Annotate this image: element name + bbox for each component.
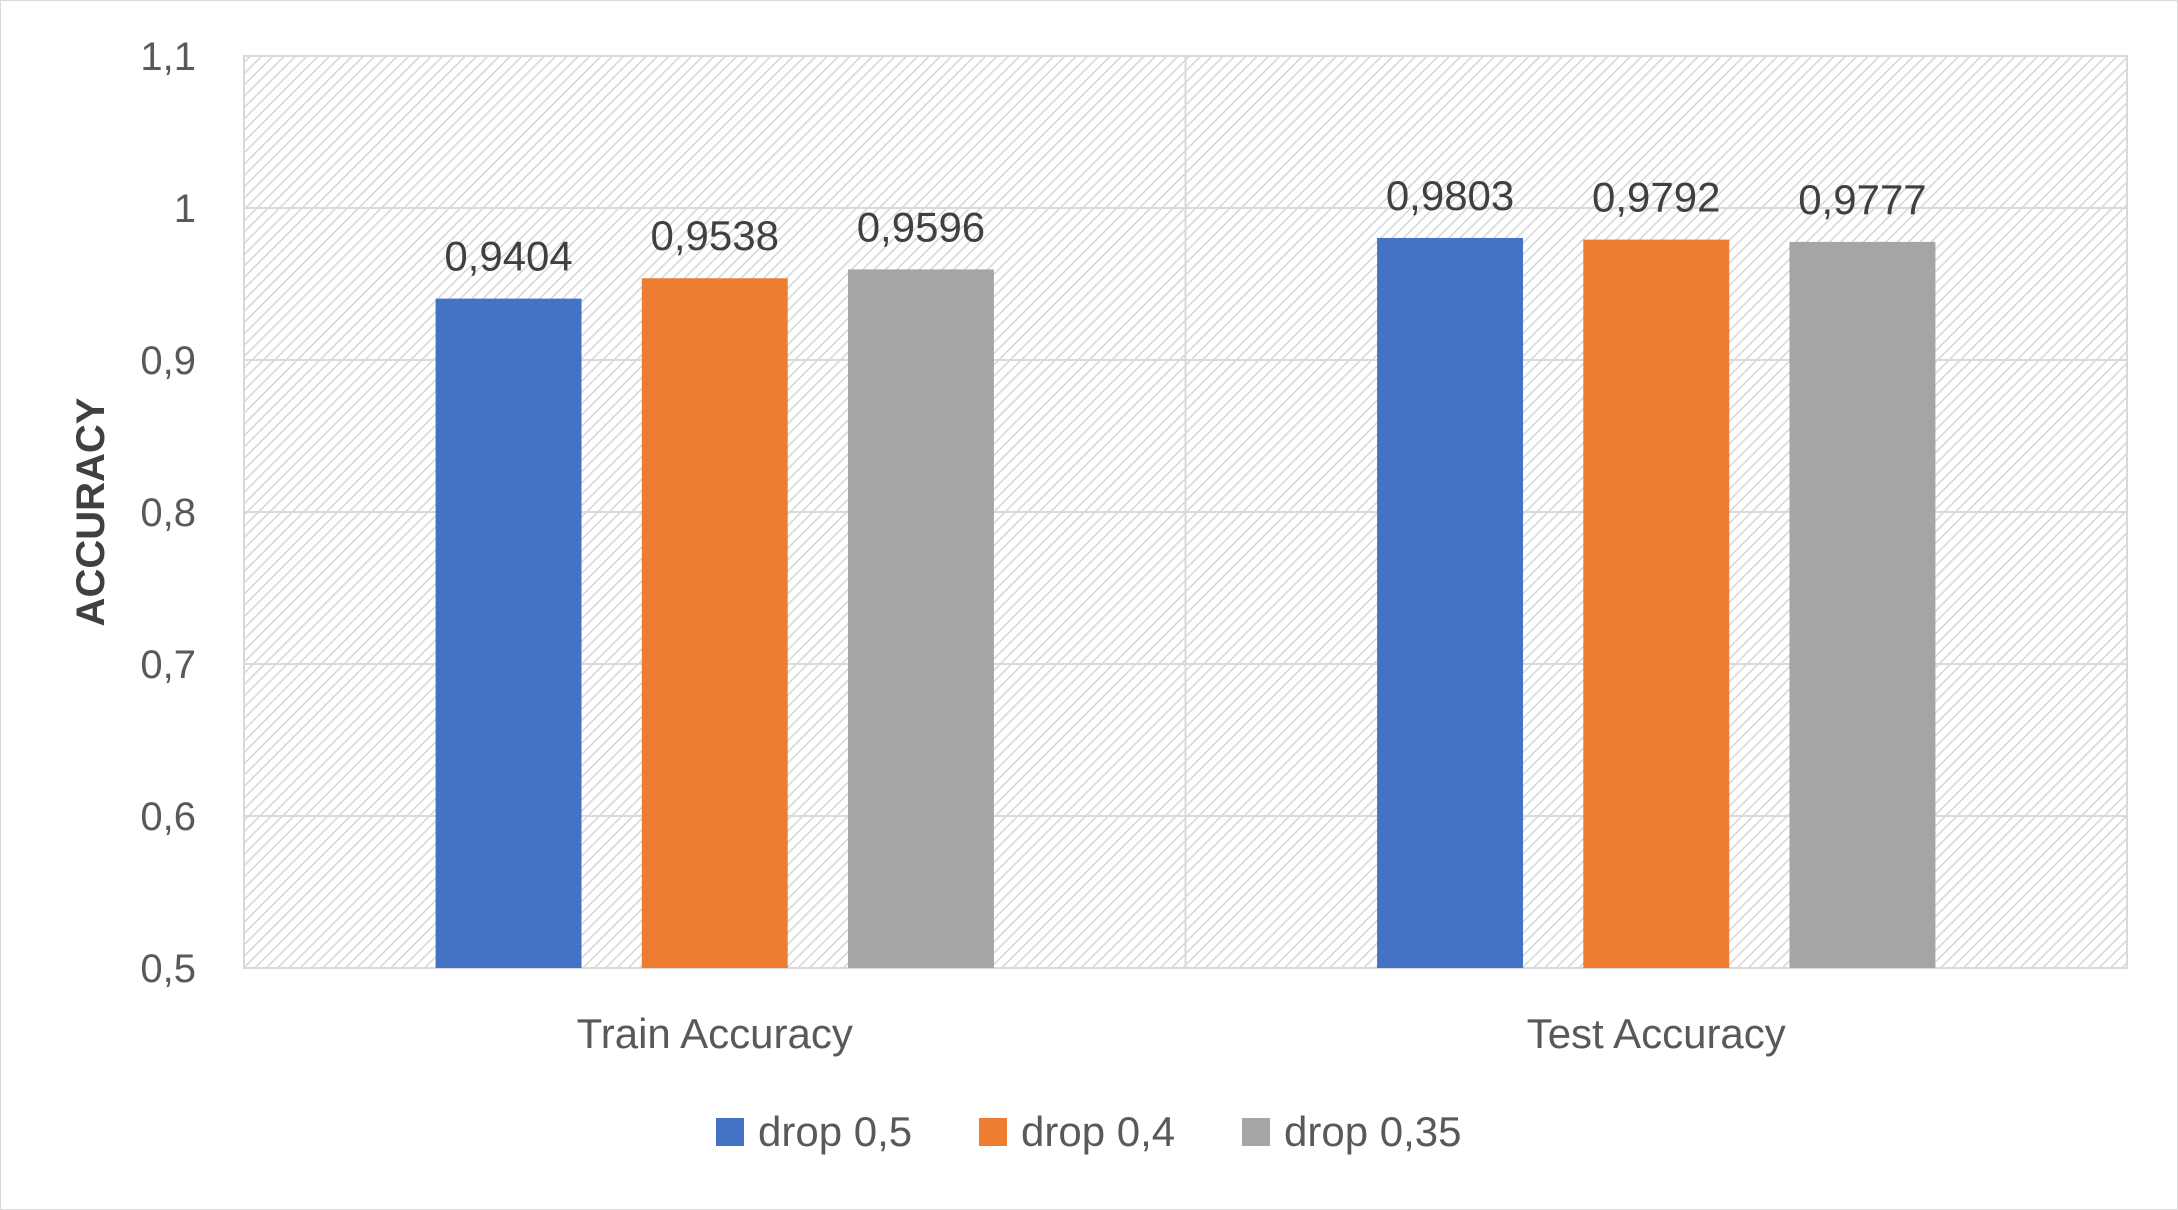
legend-label: drop 0,5: [758, 1108, 912, 1155]
data-label: 0,9792: [1592, 174, 1720, 221]
data-label: 0,9777: [1798, 176, 1926, 223]
data-labels: 0,9404 0,9538 0,9596 0,9803 0,9792 0,9777: [444, 172, 1926, 280]
y-tick-label: 0,9: [140, 339, 196, 383]
data-label: 0,9538: [651, 212, 779, 259]
bar: [1377, 237, 1524, 969]
bars: [435, 237, 1936, 969]
y-tick-label: 0,6: [140, 795, 196, 839]
x-category-label: Test Accuracy: [1527, 1010, 1786, 1057]
x-axis-categories: Train Accuracy Test Accuracy: [577, 1010, 1786, 1057]
x-category-label: Train Accuracy: [577, 1010, 853, 1057]
y-tick-label: 0,8: [140, 491, 196, 535]
y-tick-label: 1,1: [140, 35, 196, 79]
legend-label: drop 0,35: [1284, 1108, 1461, 1155]
data-label: 0,9803: [1386, 172, 1514, 219]
bar: [641, 278, 788, 968]
y-axis-ticks: 0,5 0,6 0,7 0,8 0,9 1 1,1: [140, 35, 196, 991]
y-axis-label: ACCURACY: [69, 397, 113, 626]
y-tick-label: 0,7: [140, 643, 196, 687]
legend: drop 0,5 drop 0,4 drop 0,35: [716, 1108, 1461, 1155]
y-tick-label: 0,5: [140, 947, 196, 991]
legend-swatch: [1242, 1118, 1270, 1146]
bar: [435, 298, 582, 968]
legend-label: drop 0,4: [1021, 1108, 1175, 1155]
bar: [847, 269, 994, 969]
data-label: 0,9596: [857, 203, 985, 250]
y-tick-label: 1: [174, 187, 196, 231]
legend-swatch: [979, 1118, 1007, 1146]
data-label: 0,9404: [444, 233, 572, 280]
bar: [1583, 239, 1730, 969]
legend-swatch: [716, 1118, 744, 1146]
bar: [1789, 241, 1936, 968]
